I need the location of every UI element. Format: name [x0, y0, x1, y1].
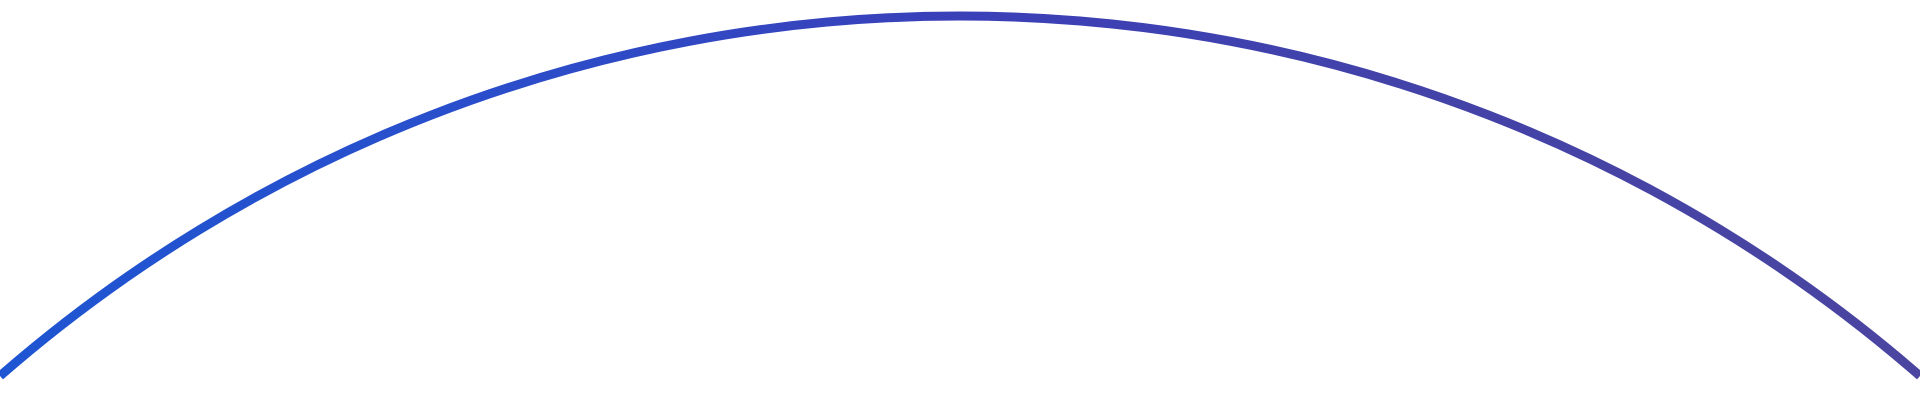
curve-path — [0, 11, 1920, 380]
